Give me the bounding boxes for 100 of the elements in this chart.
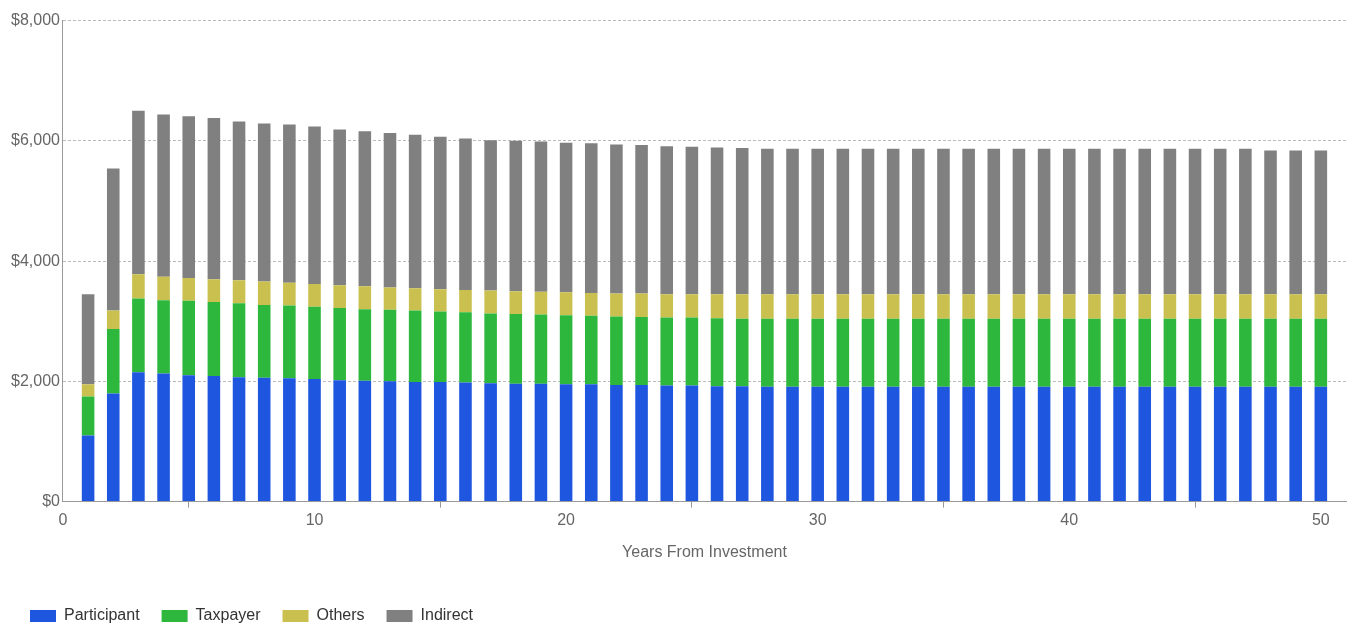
bar: [106, 168, 120, 311]
bar: [408, 310, 422, 382]
bar: [912, 294, 925, 319]
bar: [157, 300, 170, 374]
bar: [836, 294, 850, 319]
bar: [1239, 294, 1252, 319]
bar: [786, 318, 799, 387]
bar: [106, 329, 120, 394]
bar: [660, 385, 674, 502]
bar: [584, 143, 598, 293]
bar: [660, 294, 674, 318]
bar: [886, 294, 900, 319]
bar: [1062, 294, 1076, 319]
bar: [735, 386, 749, 502]
bar: [886, 318, 900, 387]
bar: [383, 309, 397, 382]
bar: [685, 317, 699, 386]
bar: [962, 148, 975, 295]
bar: [1163, 148, 1177, 295]
bar: [157, 276, 170, 301]
bar: [383, 287, 397, 310]
bar: [735, 148, 749, 295]
bar: [987, 386, 1001, 502]
bar: [761, 148, 774, 295]
bar: [1163, 294, 1177, 319]
bar: [1163, 318, 1177, 387]
bar: [1138, 148, 1152, 295]
bar: [1188, 386, 1202, 502]
bar: [1264, 318, 1277, 387]
bar: [534, 383, 548, 502]
bar: [1037, 386, 1051, 502]
bar: [1037, 318, 1051, 387]
x-tick-label: 50: [1311, 510, 1330, 528]
bar: [1289, 294, 1302, 319]
bar: [484, 140, 497, 291]
bar: [861, 318, 875, 387]
bar: [987, 148, 1001, 295]
bar: [937, 148, 950, 295]
bar: [1113, 148, 1126, 295]
x-tick-label: 20: [557, 510, 576, 528]
bar: [1088, 318, 1101, 387]
bar: [761, 386, 774, 502]
bar: [761, 318, 774, 387]
bar: [610, 316, 623, 385]
bar: [358, 131, 372, 287]
bar: [434, 289, 447, 312]
bar: [81, 294, 95, 385]
bar: [1264, 150, 1277, 295]
bar: [182, 116, 196, 278]
bar: [408, 134, 422, 289]
bar: [207, 279, 221, 302]
bar: [1012, 148, 1026, 295]
bar: [534, 291, 548, 315]
bar: [484, 290, 497, 314]
bar: [257, 304, 271, 378]
bar: [1188, 318, 1202, 387]
bar: [308, 283, 321, 307]
bar: [962, 294, 975, 319]
x-tick-label: 0: [58, 510, 68, 528]
bar: [584, 384, 598, 502]
bar: [962, 386, 975, 502]
bar: [157, 114, 170, 277]
y-tick-label: $2,000: [11, 371, 61, 389]
bar: [1213, 386, 1227, 502]
bar: [383, 133, 397, 288]
bar: [635, 317, 648, 385]
bar: [1113, 294, 1126, 319]
bar: [1037, 294, 1051, 319]
bar: [358, 286, 372, 310]
bar: [459, 312, 472, 383]
bar: [81, 384, 95, 397]
bar: [912, 148, 925, 295]
bar: [1264, 386, 1277, 502]
bar: [660, 317, 674, 386]
bar: [912, 386, 925, 502]
y-tick-label: $8,000: [11, 11, 61, 29]
bar: [559, 315, 573, 385]
bar: [106, 310, 120, 330]
bar: [811, 294, 824, 319]
bar: [937, 294, 950, 319]
bar: [786, 148, 799, 295]
bar: [886, 386, 900, 502]
bar: [584, 315, 598, 385]
bar: [383, 381, 397, 502]
bar: [257, 377, 271, 502]
bar: [635, 384, 648, 502]
bar: [861, 294, 875, 319]
bar: [333, 285, 346, 308]
bar: [1289, 150, 1302, 295]
bar: [610, 293, 623, 317]
bar: [132, 298, 145, 373]
bar: [81, 396, 95, 436]
bar: [635, 145, 648, 294]
x-tick-label: 30: [808, 510, 827, 528]
legend-label: Others: [316, 606, 365, 624]
bar: [710, 318, 724, 387]
bar: [1113, 386, 1126, 502]
bar: [534, 141, 548, 292]
bar: [987, 318, 1001, 387]
bar: [761, 294, 774, 319]
